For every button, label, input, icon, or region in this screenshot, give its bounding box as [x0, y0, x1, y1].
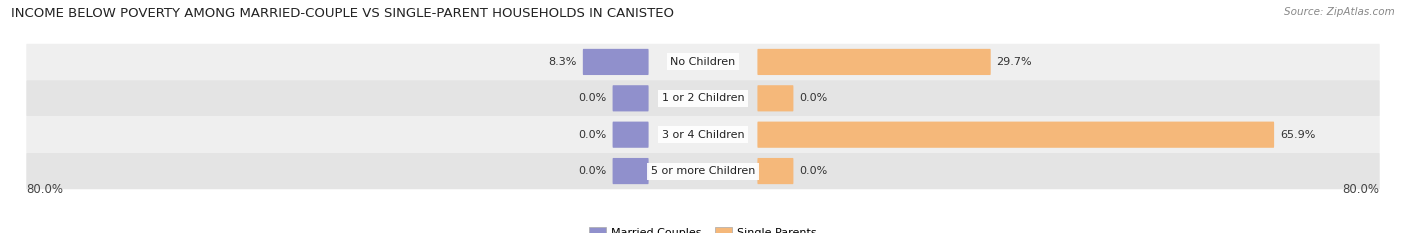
Text: 8.3%: 8.3%	[548, 57, 576, 67]
FancyBboxPatch shape	[27, 44, 1379, 80]
Text: 0.0%: 0.0%	[799, 166, 828, 176]
Text: 80.0%: 80.0%	[1343, 183, 1379, 196]
FancyBboxPatch shape	[758, 85, 793, 111]
FancyBboxPatch shape	[27, 116, 1379, 153]
FancyBboxPatch shape	[758, 158, 793, 184]
Text: 5 or more Children: 5 or more Children	[651, 166, 755, 176]
Text: 3 or 4 Children: 3 or 4 Children	[662, 130, 744, 140]
Text: Source: ZipAtlas.com: Source: ZipAtlas.com	[1284, 7, 1395, 17]
FancyBboxPatch shape	[27, 153, 1379, 189]
Text: No Children: No Children	[671, 57, 735, 67]
Text: 29.7%: 29.7%	[997, 57, 1032, 67]
Text: 65.9%: 65.9%	[1279, 130, 1316, 140]
Text: INCOME BELOW POVERTY AMONG MARRIED-COUPLE VS SINGLE-PARENT HOUSEHOLDS IN CANISTE: INCOME BELOW POVERTY AMONG MARRIED-COUPL…	[11, 7, 675, 20]
FancyBboxPatch shape	[613, 122, 648, 148]
FancyBboxPatch shape	[613, 85, 648, 111]
FancyBboxPatch shape	[27, 80, 1379, 116]
Text: 0.0%: 0.0%	[799, 93, 828, 103]
FancyBboxPatch shape	[758, 122, 1274, 148]
FancyBboxPatch shape	[758, 49, 991, 75]
Text: 0.0%: 0.0%	[578, 130, 607, 140]
Text: 0.0%: 0.0%	[578, 166, 607, 176]
Text: 1 or 2 Children: 1 or 2 Children	[662, 93, 744, 103]
FancyBboxPatch shape	[613, 158, 648, 184]
Legend: Married Couples, Single Parents: Married Couples, Single Parents	[585, 223, 821, 233]
Text: 0.0%: 0.0%	[578, 93, 607, 103]
FancyBboxPatch shape	[583, 49, 648, 75]
Text: 80.0%: 80.0%	[27, 183, 63, 196]
